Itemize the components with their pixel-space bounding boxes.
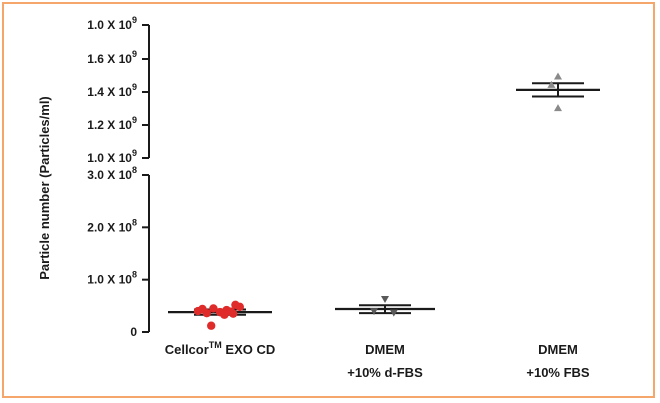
chart-frame — [2, 2, 655, 398]
data-point-1-0 — [381, 296, 389, 304]
data-point-2-0 — [554, 72, 562, 80]
y-tick-label-lower-1: 1.0 X 108 — [87, 270, 137, 287]
x-category-label-0: CellcorTM EXO CD — [165, 340, 276, 357]
x-category-labels: CellcorTM EXO CD DMEM +10% d-FBS DMEM +10% F… — [165, 340, 590, 380]
x-category-sublabel-2: +10% FBS — [526, 365, 590, 380]
y-tick-label-upper-4: 1.0 X 109 — [87, 148, 137, 165]
y-axis — [142, 24, 150, 333]
data-point-1-1 — [370, 308, 378, 316]
data-point-0-8 — [198, 304, 207, 314]
data-point-0-2 — [209, 304, 218, 313]
x-category-label-2: DMEM — [538, 342, 578, 357]
y-tick-label-lower-0: 0 — [130, 325, 137, 339]
data-point-0-10 — [220, 310, 229, 319]
data-point-2-1 — [547, 80, 556, 88]
x-category-label-1: DMEM — [365, 342, 405, 357]
y-tick-label-upper-2: 1.4 X 109 — [87, 82, 137, 99]
mean-lines — [168, 82, 600, 316]
data-point-0-9 — [226, 307, 236, 316]
data-point-2-2 — [554, 104, 562, 112]
y-tick-label-upper-3: 1.2 X 109 — [87, 115, 137, 132]
y-tick-labels: 1.0 X 109 1.6 X 109 1.4 X 109 1.2 X 109 1.0 … — [87, 15, 137, 339]
y-tick-label-lower-3: 3.0 X 108 — [87, 165, 137, 182]
x-category-sublabel-1: +10% d-FBS — [347, 365, 423, 380]
data-point-0-11 — [231, 300, 240, 309]
data-point-0-7 — [207, 321, 216, 330]
data-point-1-2 — [389, 309, 398, 317]
y-tick-label-upper-1: 1.6 X 109 — [87, 49, 137, 66]
y-axis-label: Particle number (Particles/ml) — [37, 96, 52, 280]
y-tick-label-upper-0: 1.0 X 109 — [87, 15, 137, 32]
data-points — [193, 72, 562, 330]
y-tick-label-lower-2: 2.0 X 108 — [87, 217, 137, 234]
